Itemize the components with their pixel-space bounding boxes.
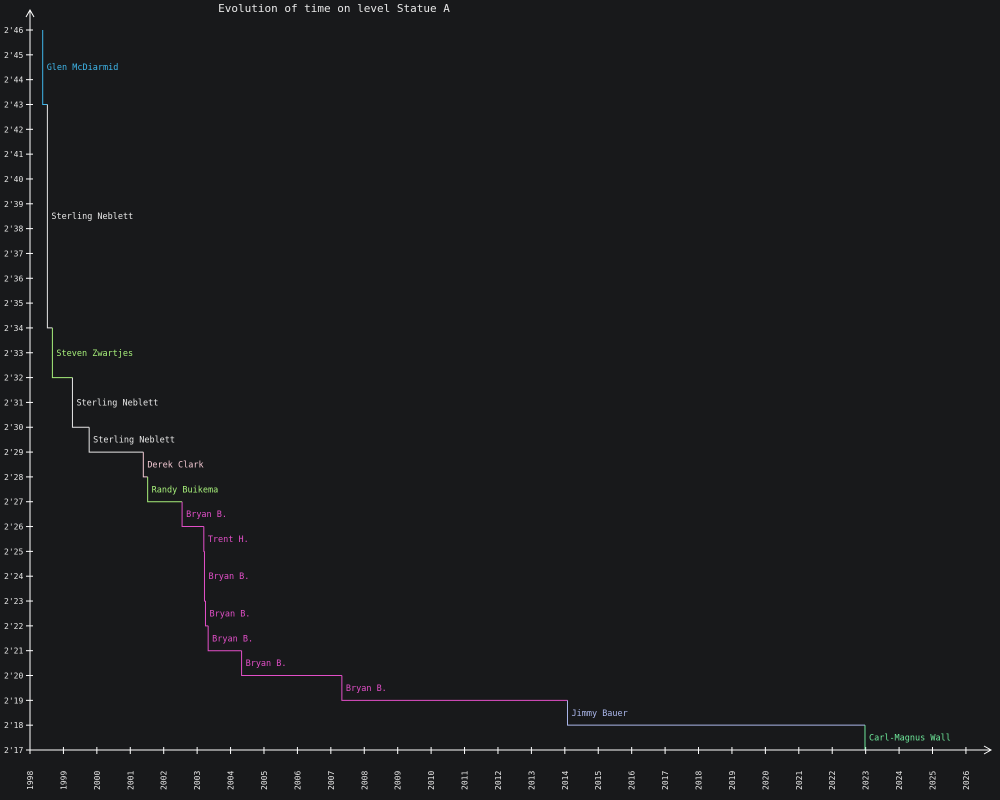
x-tick-label: 2015 — [594, 771, 603, 790]
record-holder-label: Bryan B. — [212, 634, 253, 644]
y-tick-label: 2'41 — [4, 150, 23, 159]
y-axis-arrow-icon — [25, 8, 35, 18]
ticks-layer: 2'17 2'18 2'19 2'20 2'21 2'22 2'23 2'24 2'25 2'26… — [4, 26, 971, 790]
y-tick-label: 2'24 — [4, 572, 23, 581]
y-tick-label: 2'37 — [4, 249, 23, 258]
record-holder-label: Carl-Magnus Wall — [869, 734, 951, 744]
record-step — [203, 526, 205, 552]
y-tick-label: 2'33 — [4, 349, 23, 358]
record-step — [204, 601, 209, 627]
x-tick-label: 2000 — [93, 771, 102, 790]
record-holder-label: Sterling Neblett — [93, 436, 175, 446]
y-tick-label: 2'44 — [4, 76, 23, 85]
y-tick-label: 2'20 — [4, 672, 23, 681]
record-step — [42, 30, 48, 105]
record-holder-label: Bryan B. — [346, 684, 387, 694]
x-tick-label: 2008 — [360, 771, 369, 790]
x-tick-label: 1999 — [59, 771, 68, 790]
record-holder-label: Randy Buikema — [152, 485, 219, 495]
record-holder-label: Bryan B. — [186, 510, 227, 520]
record-steps — [42, 30, 941, 751]
record-step — [46, 104, 53, 329]
x-tick-label: 2010 — [427, 771, 436, 790]
y-tick-label: 2'40 — [4, 175, 23, 184]
x-tick-label: 2022 — [828, 771, 837, 790]
x-tick-label: 2014 — [561, 771, 570, 790]
x-tick-label: 2013 — [527, 771, 536, 790]
record-holder-label: Derek Clark — [147, 460, 203, 470]
record-step — [88, 427, 144, 453]
record-step — [71, 377, 90, 428]
y-tick-label: 2'29 — [4, 448, 23, 457]
y-tick-label: 2'21 — [4, 647, 23, 656]
y-tick-label: 2'27 — [4, 498, 23, 507]
y-tick-label: 2'42 — [4, 125, 23, 134]
x-tick-label: 2004 — [227, 771, 236, 790]
y-tick-label: 2'46 — [4, 26, 23, 35]
x-tick-label: 2003 — [193, 771, 202, 790]
x-axis-arrow-icon — [983, 745, 993, 755]
record-holder-label: Sterling Neblett — [76, 398, 158, 408]
x-tick-label: 1998 — [26, 771, 35, 790]
record-holder-label: Bryan B. — [208, 572, 249, 582]
record-step — [147, 476, 183, 503]
record-step — [51, 327, 73, 379]
record-holder-label: Glen McDiarmid — [47, 63, 119, 73]
record-holder-label: Sterling Neblett — [51, 212, 133, 222]
record-step — [203, 551, 206, 602]
y-tick-label: 2'34 — [4, 324, 23, 333]
x-tick-label: 2009 — [394, 771, 403, 790]
y-tick-label: 2'43 — [4, 100, 23, 109]
y-tick-label: 2'38 — [4, 225, 23, 234]
record-holder-label: Trent H. — [208, 535, 249, 545]
x-tick-label: 2007 — [327, 771, 336, 790]
x-tick-label: 2025 — [929, 771, 938, 790]
y-tick-label: 2'39 — [4, 200, 23, 209]
record-step — [341, 675, 568, 701]
x-tick-label: 2017 — [661, 771, 670, 790]
record-step — [207, 625, 242, 652]
y-tick-label: 2'18 — [4, 721, 23, 730]
x-tick-label: 2002 — [160, 771, 169, 790]
x-tick-label: 2005 — [260, 771, 269, 790]
y-tick-label: 2'45 — [4, 51, 23, 60]
record-annotations: Glen McDiarmid Sterling Neblett Steven Zwa… — [47, 63, 951, 743]
x-tick-label: 2026 — [962, 771, 971, 790]
x-tick-label: 2016 — [628, 771, 637, 790]
x-tick-label: 2023 — [862, 771, 871, 790]
y-tick-label: 2'36 — [4, 274, 23, 283]
x-tick-label: 2021 — [795, 771, 804, 790]
record-holder-label: Bryan B. — [209, 609, 250, 619]
axes — [25, 8, 993, 755]
y-tick-label: 2'22 — [4, 622, 23, 631]
y-tick-label: 2'31 — [4, 398, 23, 407]
record-step — [241, 650, 342, 677]
record-step — [566, 700, 865, 726]
y-tick-label: 2'25 — [4, 547, 23, 556]
y-tick-label: 2'32 — [4, 374, 23, 383]
y-tick-label: 2'23 — [4, 597, 23, 606]
record-holder-label: Bryan B. — [246, 659, 287, 669]
record-holder-label: Jimmy Bauer — [571, 709, 627, 719]
y-tick-label: 2'26 — [4, 523, 23, 532]
x-tick-label: 2011 — [461, 771, 470, 790]
y-tick-label: 2'17 — [4, 746, 23, 755]
y-tick-label: 2'30 — [4, 423, 23, 432]
x-tick-label: 2024 — [895, 771, 904, 790]
y-tick-label: 2'19 — [4, 696, 23, 705]
x-tick-label: 2001 — [126, 771, 135, 790]
x-tick-label: 2012 — [494, 771, 503, 790]
x-tick-label: 2006 — [293, 771, 302, 790]
y-tick-label: 2'28 — [4, 473, 23, 482]
record-step — [142, 452, 148, 478]
chart-title: Evolution of time on level Statue A — [218, 2, 450, 15]
record-step — [181, 501, 204, 528]
x-tick-label: 2019 — [728, 771, 737, 790]
record-holder-label: Steven Zwartjes — [56, 349, 133, 359]
x-tick-label: 2020 — [761, 771, 770, 790]
y-tick-label: 2'35 — [4, 299, 23, 308]
x-tick-label: 2018 — [695, 771, 704, 790]
